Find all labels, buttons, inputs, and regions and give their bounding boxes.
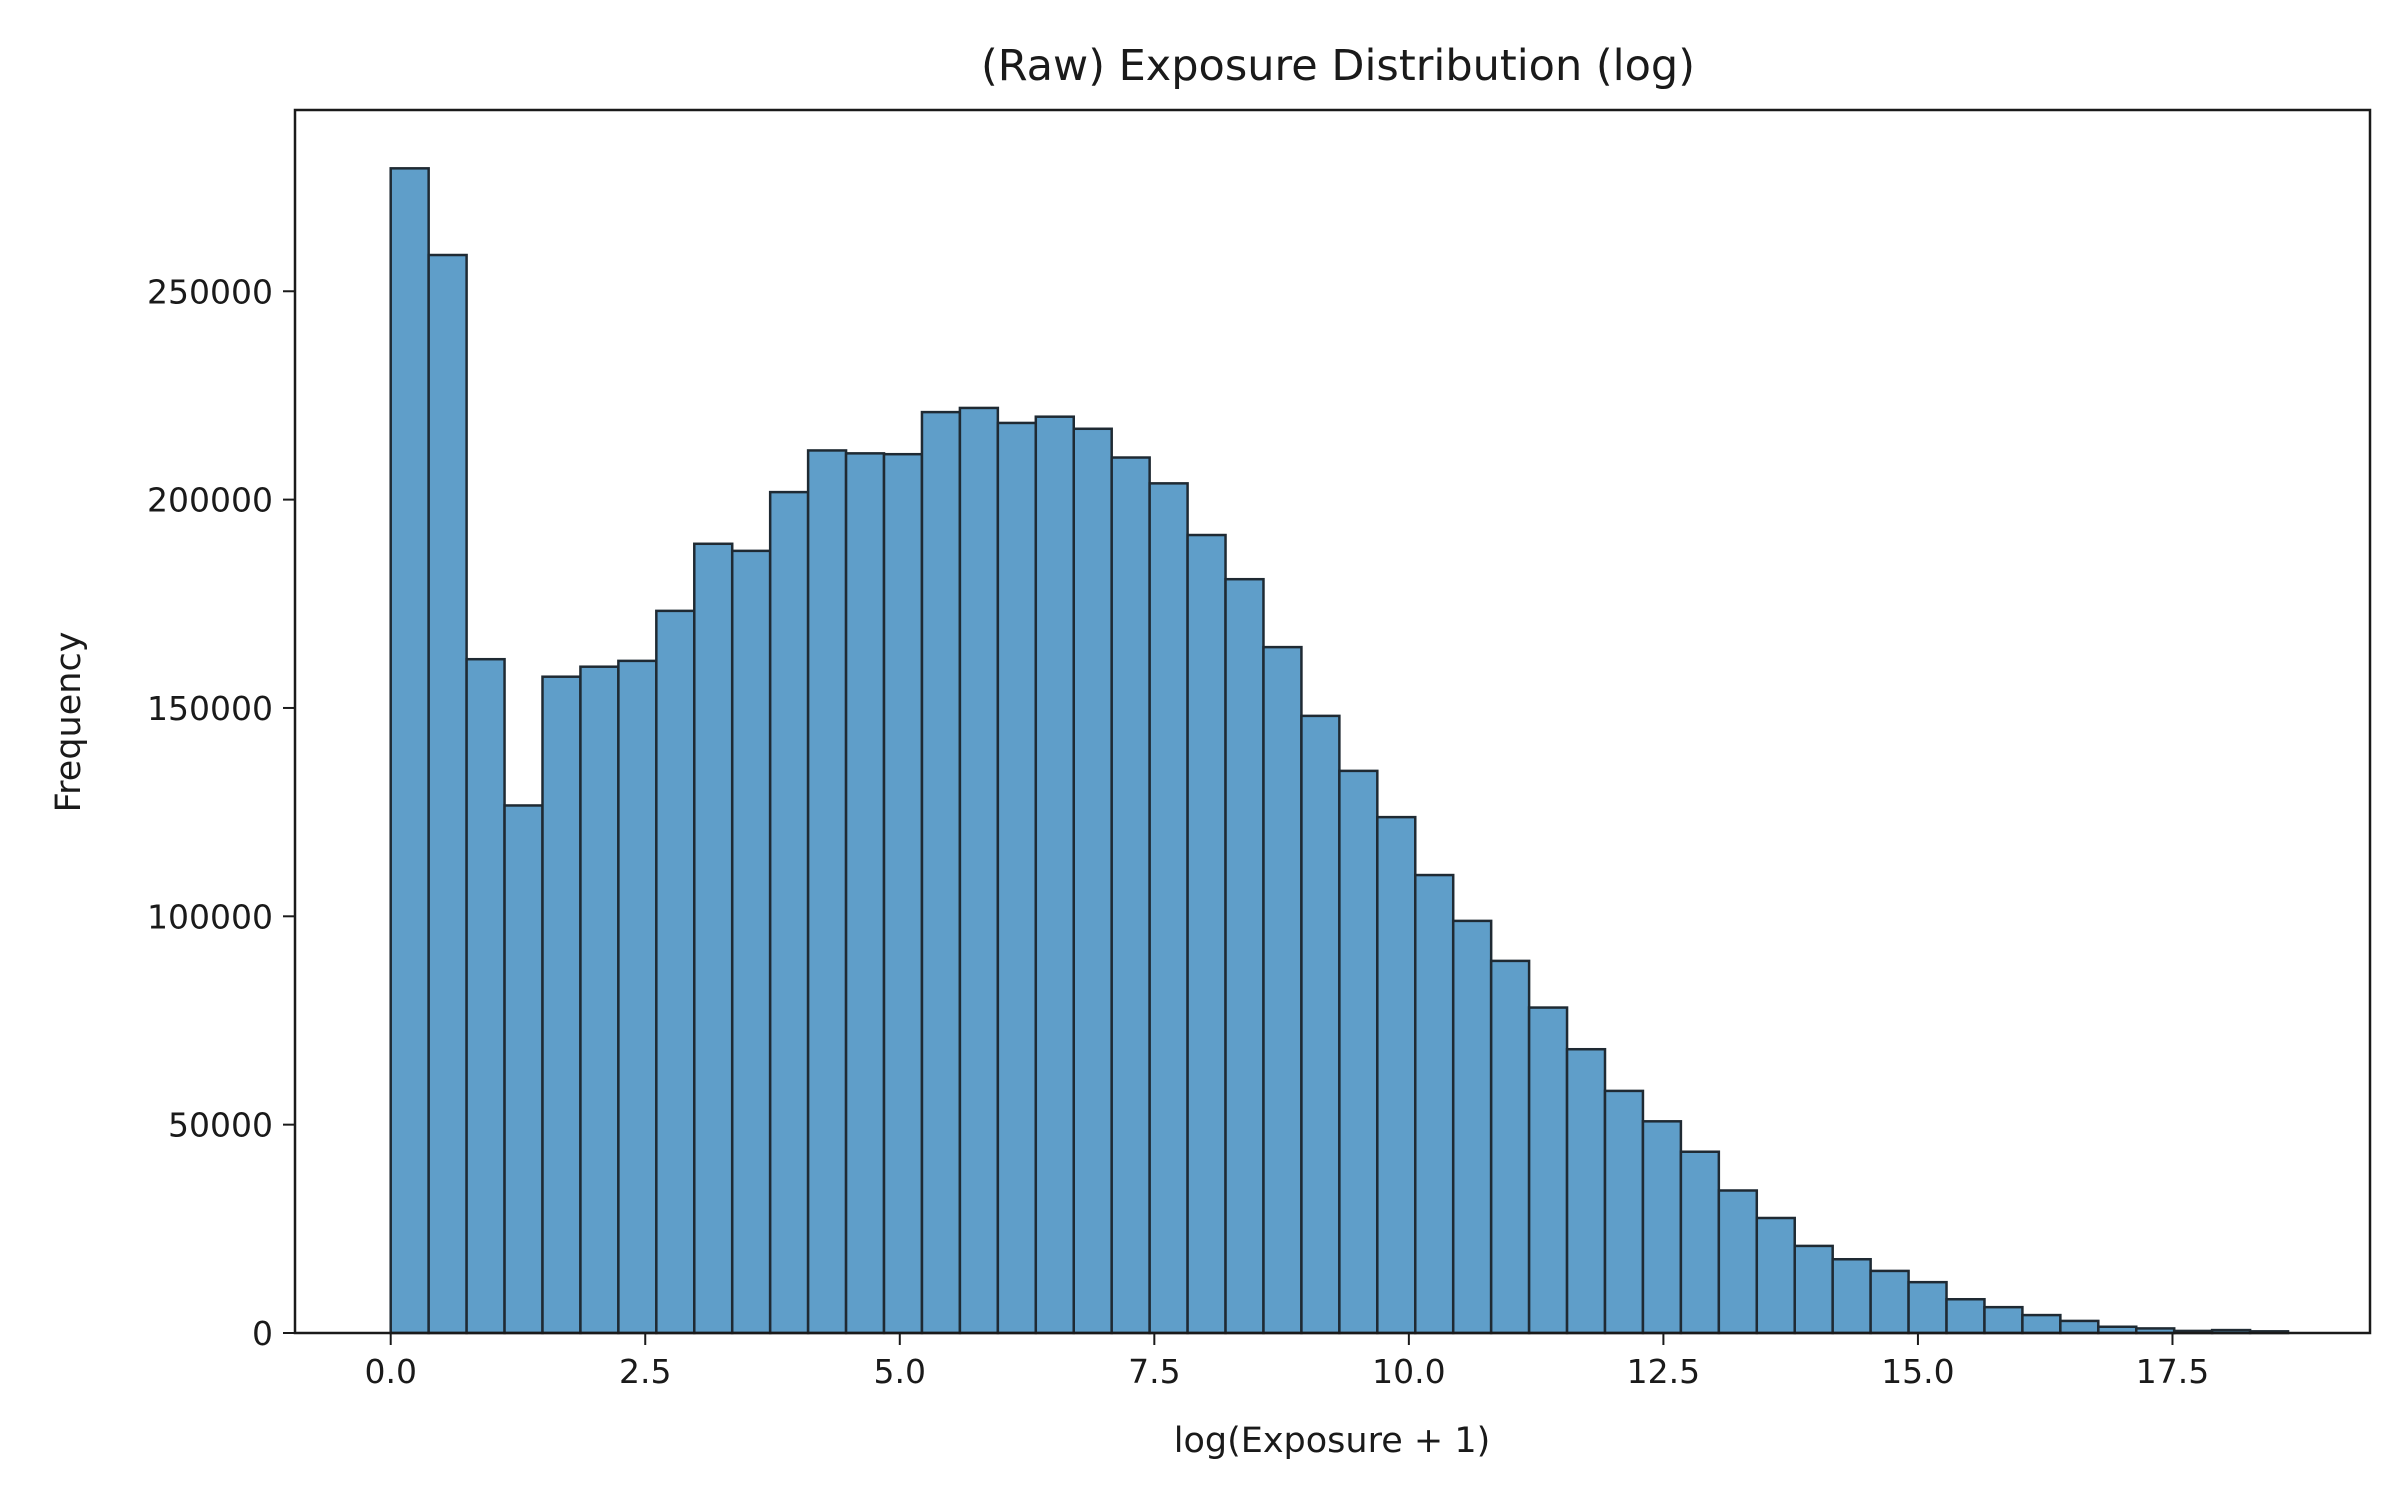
histogram-bar: [1110, 456, 1151, 1335]
histogram-bar: [1565, 1047, 1607, 1335]
x-axis-label: log(Exposure + 1): [1174, 1421, 1491, 1461]
histogram-bar: [1869, 1269, 1910, 1335]
y-tick-label: 250000: [147, 272, 273, 311]
histogram-bar: [1300, 714, 1341, 1335]
histogram-bar: [1034, 415, 1075, 1335]
histogram-bar: [2021, 1313, 2062, 1335]
chart-title: (Raw) Exposure Distribution (log): [981, 41, 1695, 91]
y-tick-label: 100000: [147, 897, 273, 936]
histogram-bar: [1262, 645, 1303, 1335]
histogram-bar: [1527, 1006, 1569, 1335]
histogram-bar: [1983, 1305, 2024, 1335]
x-tick-label: 5.0: [874, 1352, 926, 1391]
histogram-bar: [503, 804, 544, 1335]
histogram-bar: [882, 452, 924, 1335]
histogram-bar: [768, 490, 810, 1335]
histogram-bar: [996, 421, 1038, 1335]
histogram-bar: [1603, 1089, 1645, 1335]
x-tick-label: 12.5: [1627, 1352, 1700, 1391]
histogram-bar: [1148, 482, 1189, 1335]
histogram-bar: [579, 665, 620, 1335]
histogram-bar: [1793, 1244, 1834, 1335]
histogram-bar: [1945, 1297, 1986, 1335]
plot-frame: [293, 108, 2372, 1335]
histogram-bar: [465, 657, 506, 1335]
y-tick-label: 150000: [147, 689, 273, 728]
bars-group: [389, 167, 2290, 1335]
y-axis-ticks: 0 50000 100000 150000 200000 250000: [147, 272, 295, 1353]
histogram-bar: [427, 253, 468, 1335]
y-tick-label: 0: [252, 1314, 273, 1353]
x-tick-label: 7.5: [1128, 1352, 1180, 1391]
histogram-bar: [1907, 1280, 1948, 1335]
histogram-bar: [730, 549, 772, 1335]
histogram-bar: [2059, 1319, 2100, 1335]
x-axis-ticks: 0.0 2.5 5.0 7.5 10.0 12.5 15.0 17.5: [364, 1333, 2209, 1391]
histogram-bar: [1679, 1150, 1721, 1335]
x-tick-label: 15.0: [1881, 1352, 1954, 1391]
histogram-bar: [1186, 533, 1227, 1335]
y-tick-label: 200000: [147, 481, 273, 520]
histogram-bar: [617, 659, 658, 1335]
histogram-bar: [693, 542, 734, 1335]
histogram-bar: [655, 609, 696, 1335]
histogram-bar: [844, 452, 886, 1335]
histogram-bar: [1641, 1120, 1683, 1335]
histogram-bar: [1376, 815, 1417, 1335]
x-tick-label: 17.5: [2136, 1352, 2209, 1391]
x-tick-label: 10.0: [1372, 1352, 1445, 1391]
histogram-bar: [1755, 1216, 1796, 1335]
histogram-bar: [1072, 427, 1113, 1335]
x-tick-label: 2.5: [619, 1352, 671, 1391]
histogram-bar: [920, 410, 962, 1335]
histogram-bar: [806, 449, 848, 1335]
histogram-bar: [1224, 577, 1265, 1335]
y-axis-label: Frequency: [49, 632, 89, 813]
histogram-bar: [1717, 1189, 1759, 1335]
histogram-bar: [958, 406, 1000, 1335]
histogram-bar: [1451, 919, 1493, 1335]
histogram-bar: [389, 167, 430, 1335]
histogram-bar: [1414, 873, 1455, 1335]
histogram-bar: [1489, 959, 1531, 1335]
histogram-bar: [1831, 1257, 1872, 1335]
histogram-bar: [541, 675, 582, 1335]
histogram-bar: [1338, 769, 1379, 1335]
x-tick-label: 0.0: [364, 1352, 416, 1391]
y-tick-label: 50000: [168, 1106, 273, 1145]
